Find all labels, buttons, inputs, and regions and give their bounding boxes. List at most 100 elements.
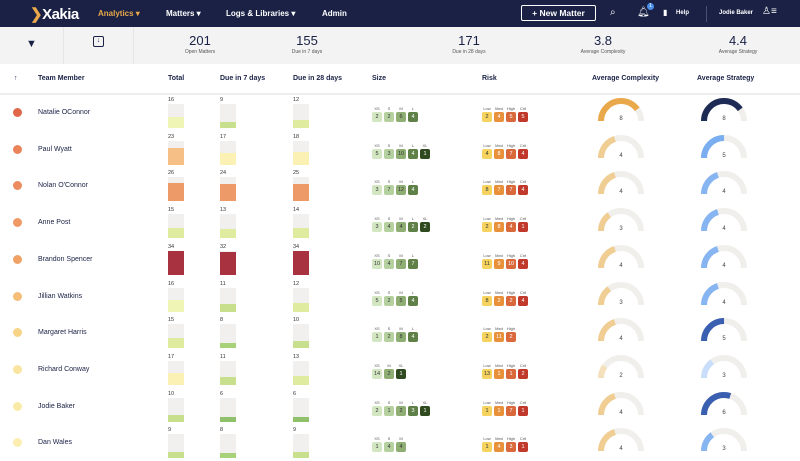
menu-matters[interactable]: Matters ▾ bbox=[166, 9, 201, 18]
menu-analytics[interactable]: Analytics ▾ bbox=[98, 9, 140, 18]
size-chip-xl[interactable]: XL 1 bbox=[420, 400, 430, 416]
member-name[interactable]: Nolan O'Connor bbox=[38, 182, 88, 190]
due7-bar[interactable]: 9 bbox=[220, 97, 236, 128]
table-row[interactable]: Anne Post 15 13 14 XS 3 S 4 M 4 L 2 XL 2 Low 2 Med 8 High 4… bbox=[0, 205, 800, 241]
size-chip-xs[interactable]: XS 2 bbox=[372, 106, 382, 122]
total-bar[interactable]: 10 bbox=[168, 391, 184, 422]
risk-chip-med[interactable]: Med 4 bbox=[494, 106, 504, 122]
risk-chip-low[interactable]: Low 13 bbox=[482, 363, 492, 379]
risk-chip-low[interactable]: Low 1 bbox=[482, 400, 492, 416]
due28-bar[interactable]: 12 bbox=[293, 97, 309, 128]
risk-chip-high[interactable]: High 10 bbox=[506, 253, 516, 269]
total-bar[interactable]: 23 bbox=[168, 134, 184, 165]
member-name[interactable]: Dan Wales bbox=[38, 439, 72, 447]
due28-bar[interactable]: 14 bbox=[293, 207, 309, 239]
due7-bar[interactable]: 8 bbox=[220, 317, 236, 349]
risk-chip-low[interactable]: Low 2 bbox=[482, 106, 492, 122]
risk-chip-low[interactable]: Low 11 bbox=[482, 253, 492, 269]
sort-icon[interactable]: ↑ bbox=[14, 75, 18, 82]
size-chip-xs[interactable]: XS 5 bbox=[372, 290, 382, 306]
due28-bar[interactable]: 34 bbox=[293, 244, 309, 275]
risk-chip-crit[interactable]: Crit 4 bbox=[518, 290, 528, 306]
due28-bar[interactable]: 25 bbox=[293, 170, 309, 202]
table-row[interactable]: Jillian Watkins 16 11 12 XS 5 S 2 M 5 L 4 Low 8 Med 2 Hi… bbox=[0, 279, 800, 315]
col-risk[interactable]: Risk bbox=[482, 75, 497, 82]
risk-chip-high[interactable]: High 7 bbox=[506, 179, 516, 196]
member-name[interactable]: Margaret Harris bbox=[38, 329, 87, 337]
size-chip-xs[interactable]: XS 1 bbox=[372, 326, 382, 343]
size-chip-xl[interactable]: XL 2 bbox=[420, 216, 430, 233]
risk-chip-med[interactable]: Med 7 bbox=[494, 179, 504, 196]
size-chip-xs[interactable]: XS 14 bbox=[372, 363, 382, 379]
risk-chip-high[interactable]: High 2 bbox=[506, 326, 516, 343]
risk-chip-crit[interactable]: Crit 1 bbox=[518, 216, 528, 233]
due7-bar[interactable]: 32 bbox=[220, 244, 236, 275]
total-bar[interactable]: 15 bbox=[168, 207, 184, 239]
risk-chip-med[interactable]: Med 11 bbox=[494, 326, 504, 343]
size-chip-xs[interactable]: XS 5 bbox=[372, 143, 382, 159]
risk-chip-high[interactable]: High 4 bbox=[506, 216, 516, 233]
table-row[interactable]: Dan Wales 9 8 9 XS 1 S 4 M 4 Low 1 Med 4 High 3 Crit 1 4 3 bbox=[0, 425, 800, 461]
due7-bar[interactable]: 6 bbox=[220, 391, 236, 422]
size-chip-xl[interactable]: XL 1 bbox=[396, 363, 406, 379]
risk-chip-med[interactable]: Med 2 bbox=[494, 290, 504, 306]
table-row[interactable]: Richard Conway 17 11 13 XS 14 M 2 XL 1 Low 13 Med 1 Hi… bbox=[0, 352, 800, 388]
due28-bar[interactable]: 10 bbox=[293, 317, 309, 349]
risk-chip-crit[interactable]: Crit 1 bbox=[518, 400, 528, 416]
table-row[interactable]: Paul Wyatt 23 17 18 XS 5 S 3 M 10 L 4 XL 1 Low 4 Med 8 Hig… bbox=[0, 132, 800, 168]
col-avg-complexity[interactable]: Average Complexity bbox=[592, 75, 660, 82]
col-size[interactable]: Size bbox=[372, 75, 387, 82]
risk-chip-med[interactable]: Med 1 bbox=[494, 400, 504, 416]
menu-admin[interactable]: Admin bbox=[322, 9, 347, 18]
due28-bar[interactable]: 18 bbox=[293, 134, 309, 165]
new-matter-button[interactable]: + New Matter bbox=[521, 5, 596, 21]
help-book-icon[interactable]: ▮ bbox=[663, 8, 668, 17]
risk-chip-med[interactable]: Med 1 bbox=[494, 363, 504, 379]
total-bar[interactable]: 16 bbox=[168, 97, 184, 128]
due28-bar[interactable]: 9 bbox=[293, 427, 309, 459]
total-bar[interactable]: 34 bbox=[168, 244, 184, 275]
risk-chip-low[interactable]: Low 2 bbox=[482, 326, 492, 343]
due7-bar[interactable]: 8 bbox=[220, 427, 236, 459]
col-due-7[interactable]: Due in 7 days bbox=[220, 75, 266, 82]
total-bar[interactable]: 17 bbox=[168, 354, 184, 385]
risk-chip-crit[interactable]: Crit 2 bbox=[518, 363, 528, 379]
member-name[interactable]: Brandon Spencer bbox=[38, 255, 93, 263]
risk-chip-low[interactable]: Low 2 bbox=[482, 216, 492, 233]
risk-chip-high[interactable]: High 2 bbox=[506, 290, 516, 306]
risk-chip-high[interactable]: High 7 bbox=[506, 143, 516, 159]
due7-bar[interactable]: 13 bbox=[220, 207, 236, 239]
size-chip-xs[interactable]: XS 3 bbox=[372, 216, 382, 233]
search-icon[interactable]: ⌕ bbox=[610, 7, 616, 18]
filter-icon[interactable]: ▼ bbox=[26, 38, 37, 50]
due28-bar[interactable]: 13 bbox=[293, 354, 309, 385]
size-chip-m[interactable]: M 12 bbox=[396, 179, 406, 196]
due7-bar[interactable]: 11 bbox=[220, 281, 236, 312]
bell-icon[interactable]: 🔔︎ bbox=[637, 7, 650, 18]
risk-chip-high[interactable]: High 1 bbox=[506, 363, 516, 379]
risk-chip-med[interactable]: Med 9 bbox=[494, 253, 504, 269]
size-chip-m[interactable]: M 10 bbox=[396, 143, 406, 159]
col-avg-strategy[interactable]: Average Strategy bbox=[697, 75, 755, 82]
col-due-28[interactable]: Due in 28 days bbox=[293, 75, 343, 82]
risk-chip-crit[interactable]: Crit 4 bbox=[518, 143, 528, 159]
size-chip-xs[interactable]: XS 2 bbox=[372, 400, 382, 416]
xakia-logo[interactable]: ❯Xakia bbox=[30, 6, 79, 23]
